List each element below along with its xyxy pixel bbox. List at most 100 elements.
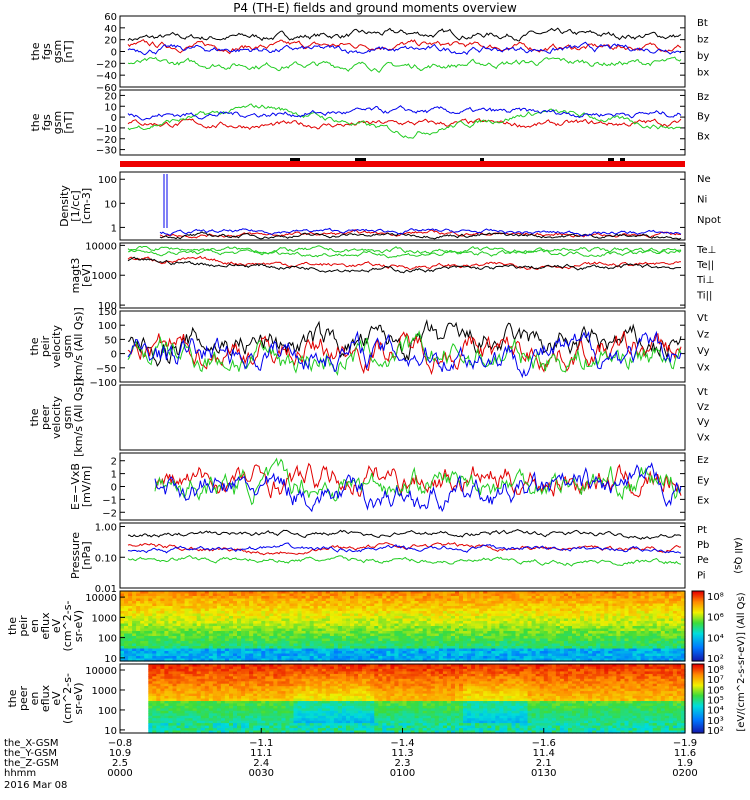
spectrogram-cell: [249, 626, 254, 630]
spectrogram-cell: [309, 653, 315, 657]
spectrogram-cell: [475, 596, 480, 600]
spectrogram-cell: [511, 628, 517, 632]
spectrogram-cell: [212, 628, 218, 632]
spectrogram-cell: [656, 631, 662, 635]
spectrogram-cell: [212, 633, 218, 637]
spectrogram-cell: [192, 606, 198, 610]
spectrogram-cell: [184, 638, 190, 642]
spectrogram-cell: [539, 636, 545, 640]
spectrogram-cell: [450, 643, 456, 647]
spectrogram-cell: [269, 621, 274, 625]
spectrogram-cell: [220, 611, 226, 615]
spectrogram-cell: [196, 666, 202, 670]
spectrogram-cell: [337, 643, 343, 647]
series-bx: [127, 41, 682, 56]
spectrogram-cell: [152, 616, 157, 620]
spectrogram-cell: [362, 613, 367, 617]
spectrogram-cell: [503, 633, 508, 637]
spectrogram-cell: [237, 713, 242, 717]
spectrogram-cell: [168, 683, 173, 687]
spectrogram-cell: [535, 626, 541, 630]
spectrogram-cell: [559, 641, 565, 645]
spectrogram-cell: [216, 653, 222, 657]
spectrogram-cell: [132, 608, 137, 612]
spectrogram-cell: [313, 616, 319, 620]
spectrogram-cell: [321, 648, 327, 652]
spectrogram-cell: [148, 664, 153, 668]
spectrogram-cell: [539, 621, 545, 625]
spectrogram-cell: [229, 648, 234, 652]
spectrogram-cell: [475, 608, 480, 612]
spectrogram-cell: [592, 648, 597, 652]
spectrogram-cell: [212, 596, 218, 600]
spectrogram-cell: [253, 710, 258, 714]
spectrogram-cell: [249, 651, 254, 655]
spectrogram-cell: [636, 648, 642, 652]
spectrogram-cell: [628, 596, 634, 600]
spectrogram-cell: [333, 598, 339, 602]
spectrogram-cell: [224, 628, 230, 632]
spectrogram-cell: [249, 631, 254, 635]
spectrogram-cell: [285, 603, 291, 607]
spectrogram-cell: [160, 658, 165, 662]
spectrogram-cell: [563, 641, 569, 645]
spectrogram-cell: [442, 596, 448, 600]
spectrogram-cell: [600, 603, 605, 607]
spectrogram-cell: [628, 613, 634, 617]
spectrogram-cell: [668, 653, 674, 657]
spectrogram-cell: [398, 641, 404, 645]
spectrogram-cell: [374, 603, 379, 607]
spectrogram-cell: [656, 621, 662, 625]
spectrogram-cell: [293, 658, 299, 662]
spectrogram-cell: [531, 606, 537, 610]
spectrogram-cell: [418, 621, 424, 625]
spectrogram-cell: [382, 593, 387, 597]
spectrogram-cell: [455, 616, 460, 620]
spectrogram-cell: [253, 718, 258, 722]
spectrogram-cell: [241, 593, 246, 597]
spectrogram-cell: [237, 703, 242, 707]
spectrogram-cell: [233, 641, 238, 645]
spectrogram-cell: [313, 656, 319, 660]
spectrogram-cell: [366, 616, 371, 620]
spectrogram-cell: [289, 616, 295, 620]
spectrogram-cell: [455, 606, 460, 610]
spectrogram-cell: [467, 601, 472, 605]
spectrogram-cell: [402, 601, 408, 605]
spectrogram-cell: [612, 653, 617, 657]
spectrogram-cell: [136, 623, 141, 627]
spectrogram-cell: [584, 646, 589, 650]
spectrogram-cell: [216, 710, 222, 714]
spectrogram-cell: [346, 618, 351, 622]
spectrogram-cell: [559, 633, 565, 637]
spectrogram-cell: [491, 658, 496, 662]
spectrogram-cell: [192, 725, 198, 729]
spectrogram-cell: [301, 646, 307, 650]
spectrogram-cell: [176, 633, 182, 637]
spectrogram-cell: [648, 596, 654, 600]
spectrogram-cell: [265, 596, 270, 600]
spectrogram-cell: [253, 671, 258, 675]
spectrogram-cell: [479, 613, 484, 617]
spectrogram-cell: [200, 658, 206, 662]
spectrogram-cell: [628, 626, 634, 630]
spectrogram-cell: [523, 611, 529, 615]
spectrogram-cell: [644, 653, 650, 657]
spectrogram-cell: [309, 623, 315, 627]
spectrogram-cell: [559, 638, 565, 642]
spectrogram-cell: [204, 636, 210, 640]
spectrogram-cell: [612, 616, 617, 620]
spectrogram-cell: [640, 621, 646, 625]
spectrogram-cell: [152, 725, 157, 729]
spectrogram-cell: [257, 598, 262, 602]
spectrogram-cell: [438, 648, 444, 652]
spectrogram-cell: [515, 608, 521, 612]
spectrogram-cell: [390, 651, 395, 655]
spectrogram-cell: [229, 666, 234, 670]
spectrogram-cell: [160, 673, 165, 677]
spectrogram-cell: [523, 628, 529, 632]
spectrogram-cell: [224, 648, 230, 652]
spectrogram-cell: [507, 636, 512, 640]
spectrogram-cell: [329, 621, 335, 625]
spectrogram-cell: [136, 656, 141, 660]
